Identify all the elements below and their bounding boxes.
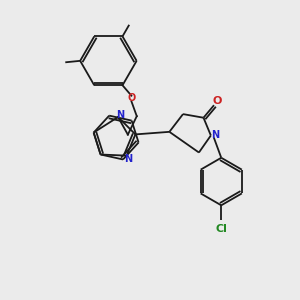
Text: O: O [213,96,222,106]
Text: O: O [127,93,136,103]
Text: N: N [211,130,219,140]
Text: N: N [116,110,124,120]
Text: Cl: Cl [215,224,227,234]
Text: N: N [124,154,132,164]
